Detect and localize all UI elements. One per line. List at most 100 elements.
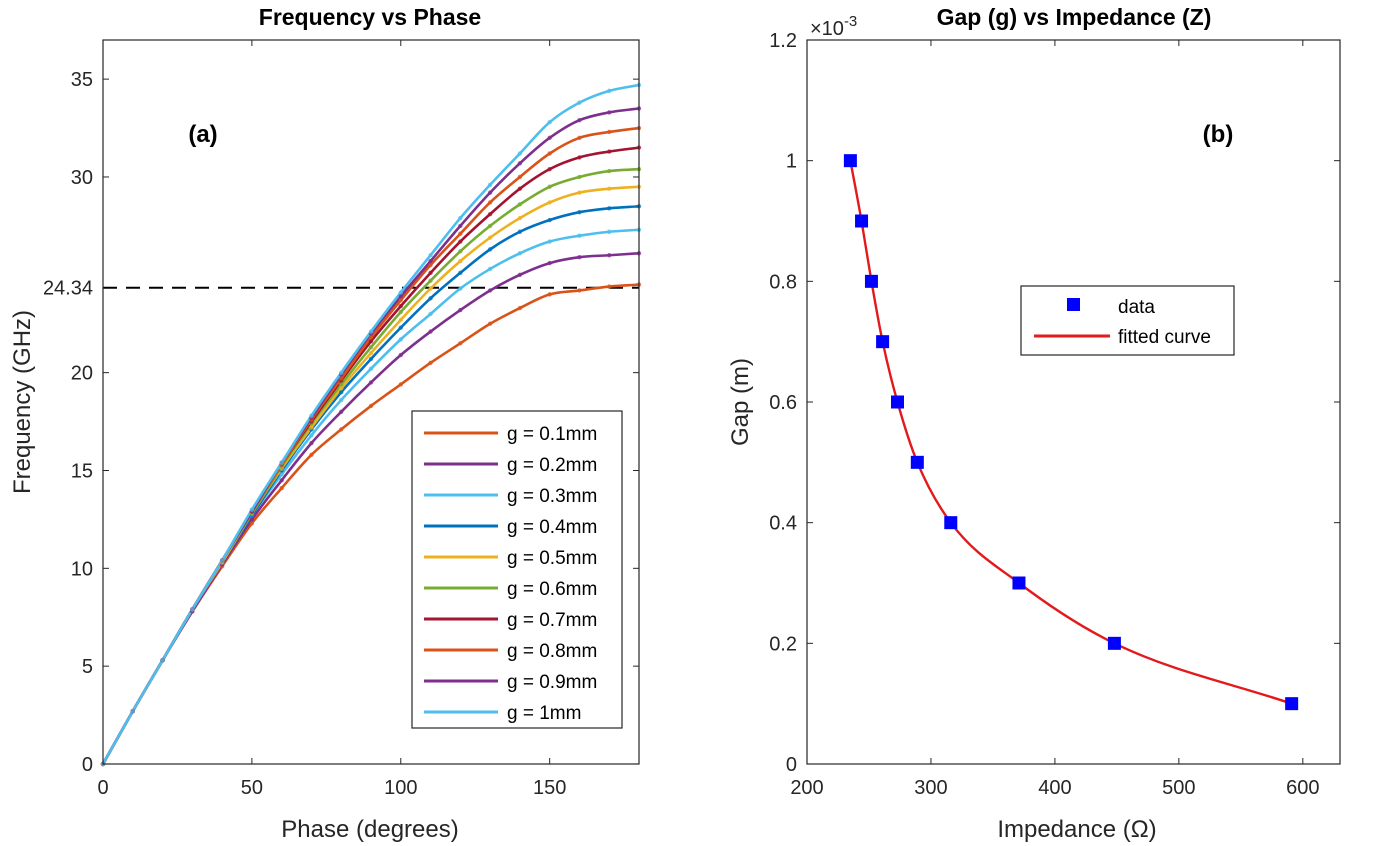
- series-7-point: [428, 270, 433, 276]
- chart-b-y-tick-label: 0.8: [769, 271, 797, 293]
- series-4-point: [428, 296, 433, 301]
- chart-a-y-tick-label: 5: [82, 656, 93, 678]
- series-2-point: [249, 517, 255, 522]
- series-8-point: [428, 262, 433, 268]
- series-1-point: [607, 284, 612, 289]
- series-2-point: [398, 352, 403, 358]
- series-5-point: [309, 425, 314, 430]
- series-4-point: [607, 206, 612, 211]
- series-8-point: [607, 129, 612, 135]
- chart-b-x-tick-label: 600: [1286, 777, 1319, 799]
- chart-b-x-tick-label: 500: [1162, 777, 1195, 799]
- legend-a-label: g = 0.1mm: [507, 424, 597, 445]
- chart-frequency-vs-phase: Frequency vs Phase 0 50 100 150 0 5 10 15 20 24.3…: [9, 4, 642, 843]
- legend-b-data-swatch: [1067, 298, 1080, 311]
- series-10-point: [219, 558, 225, 563]
- series-5-point: [368, 350, 374, 356]
- series-3-point: [547, 239, 552, 244]
- chart-a-y-tick-label: 30: [71, 167, 93, 189]
- series-10-point: [368, 329, 374, 334]
- chart-gap-vs-impedance: Gap (g) vs Impedance (Z) 200 300 400 500 600…: [727, 4, 1341, 843]
- chart-b-panel-label: (b): [1203, 121, 1234, 148]
- series-4-point: [458, 270, 463, 276]
- series-2-point: [339, 409, 344, 414]
- series-6-point: [398, 309, 403, 315]
- chart-b-y-axis-label: Gap (m): [727, 358, 754, 446]
- legend-a-label: g = 0.3mm: [507, 486, 597, 507]
- series-2-point: [368, 380, 374, 385]
- series-10-point: [339, 370, 344, 375]
- series-1-point: [577, 288, 582, 293]
- legend-b-data-label: data: [1118, 297, 1155, 318]
- series-7-point: [398, 303, 403, 309]
- chart-a-y-tick-label: 15: [71, 460, 93, 482]
- series-5-point: [339, 386, 344, 391]
- series-5-point: [517, 215, 523, 221]
- series-6-point: [607, 168, 612, 174]
- series-6-point: [428, 278, 433, 283]
- series-4-point: [517, 229, 523, 234]
- chart-a-x-axis-label: Phase (degrees): [281, 816, 458, 843]
- series-4-point: [398, 325, 403, 330]
- chart-b-y-tick-label: 0.4: [769, 513, 797, 535]
- series-8-point: [547, 151, 552, 156]
- series-4-point: [577, 209, 582, 215]
- data-point: [855, 214, 869, 228]
- series-3-point: [487, 266, 493, 272]
- legend-b-fit-label: fitted curve: [1118, 327, 1211, 348]
- series-1-point: [279, 485, 284, 491]
- series-5-point: [428, 286, 433, 291]
- series-2-point: [428, 329, 433, 334]
- series-1-point: [458, 341, 463, 346]
- series-3-point: [279, 472, 284, 477]
- series-2-point: [577, 255, 582, 260]
- series-5-point: [458, 258, 463, 264]
- chart-a-frame: [102, 39, 640, 765]
- legend-a-label: g = 0.8mm: [507, 641, 597, 662]
- chart-b-exponent-power: -3: [844, 13, 857, 30]
- series-4-point: [547, 217, 552, 223]
- data-point: [944, 516, 958, 530]
- chart-b-exponent: ×10-3: [810, 13, 857, 40]
- series-10-point: [547, 119, 552, 125]
- series-10-point: [428, 253, 433, 258]
- data-point: [864, 274, 878, 288]
- series-3-point: [458, 286, 463, 291]
- series-1-point: [547, 292, 552, 297]
- series-9-point: [517, 161, 523, 166]
- series-8-point: [339, 376, 344, 381]
- chart-b-legend: data fitted curve: [1020, 285, 1235, 356]
- series-2-point: [517, 272, 523, 278]
- series-6-point: [368, 345, 374, 350]
- series-3-point: [607, 229, 612, 234]
- series-2-point: [607, 253, 612, 258]
- series-4-point: [487, 247, 493, 252]
- data-point: [1012, 576, 1026, 590]
- chart-a-y-axis-label: Frequency (GHz): [9, 310, 36, 494]
- chart-a-y-tick-label: 35: [71, 69, 93, 91]
- series-2-point: [458, 307, 463, 313]
- chart-b-title: Gap (g) vs Impedance (Z): [937, 4, 1212, 30]
- series-5-point: [487, 235, 493, 240]
- chart-b-x-tick-label: 300: [914, 777, 947, 799]
- series-1-point: [309, 452, 314, 458]
- series-1-point: [398, 382, 403, 387]
- series-6-point: [547, 184, 552, 189]
- chart-a-y-tick-label: 10: [71, 558, 93, 580]
- legend-a-label: g = 0.6mm: [507, 579, 597, 600]
- series-10-point: [458, 215, 463, 221]
- legend-a-label: g = 0.4mm: [507, 517, 597, 538]
- series-1-point: [249, 521, 255, 526]
- data-point: [1107, 636, 1121, 650]
- series-4-point: [339, 390, 344, 395]
- series-9-point: [487, 190, 493, 195]
- chart-b-y-tick-label: 0: [786, 754, 797, 776]
- series-3-point: [309, 433, 314, 438]
- data-point: [843, 154, 857, 168]
- series-3-point: [339, 397, 344, 403]
- series-8-point: [487, 200, 493, 205]
- series-8-point: [368, 335, 374, 340]
- series-6-point: [339, 382, 344, 387]
- series-6-point: [487, 223, 493, 229]
- chart-a-x-tick-label: 150: [533, 777, 566, 799]
